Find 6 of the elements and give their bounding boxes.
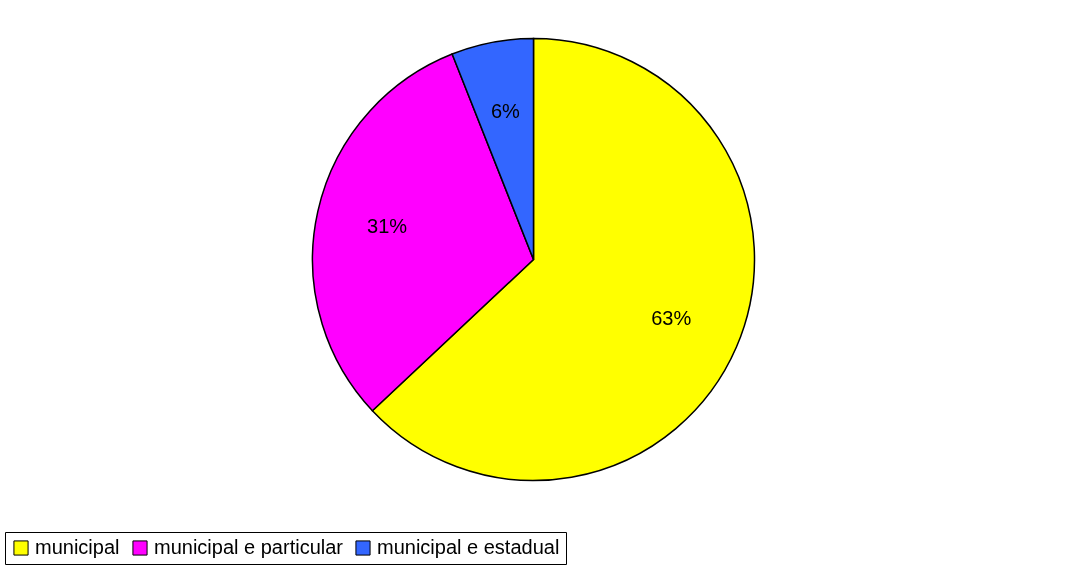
- legend-label: municipal: [35, 536, 120, 558]
- data-label: 6%: [490, 100, 521, 123]
- legend-label: municipal e particular: [154, 536, 344, 558]
- legend-label: municipal e estadual: [377, 536, 560, 558]
- data-label: 63%: [651, 307, 692, 330]
- data-label: 31%: [367, 214, 408, 237]
